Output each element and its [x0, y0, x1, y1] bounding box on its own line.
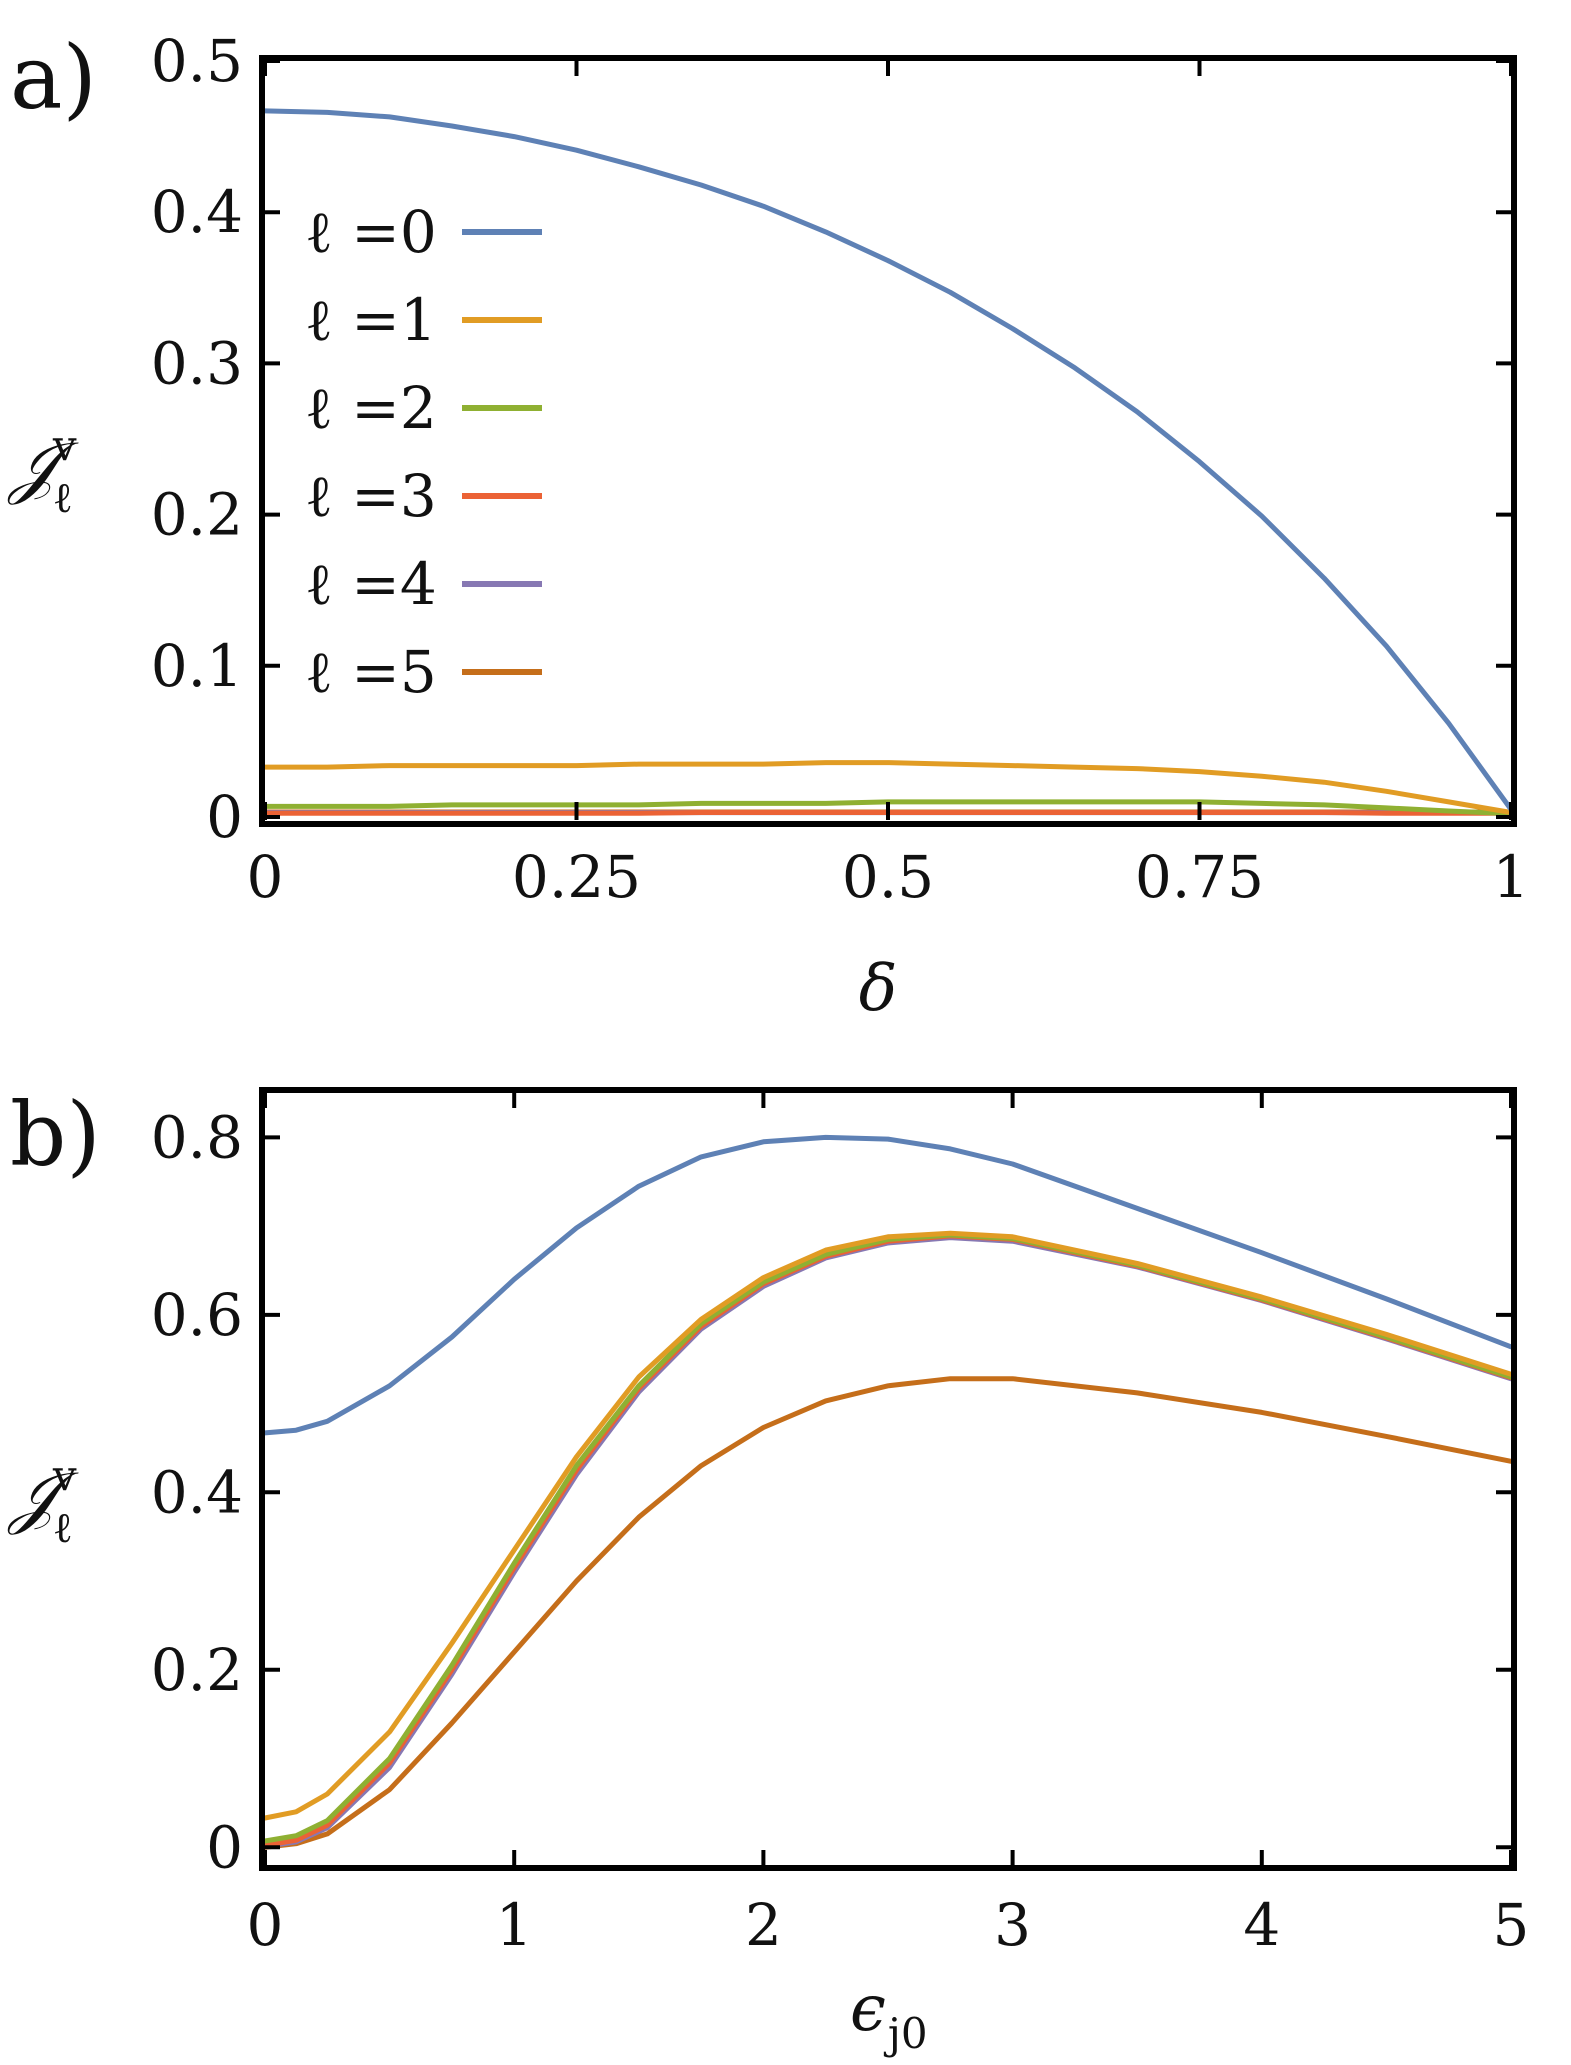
panel-b-ylabel: 𝒥v ℓ	[7, 1451, 79, 1552]
panel-b-xlabel-main: ϵ	[850, 1972, 886, 2046]
panel-a-xtick-label: 0.75	[1135, 843, 1264, 911]
panel-b-ylabel-sub: ℓ	[53, 1503, 73, 1552]
panel-a: a) 0 0.25 0.5 0.75 100.10.20.30.40.5 ℓ =0ℓ =…	[7, 26, 1529, 1026]
panel-b-ytick-label: 0.6	[151, 1281, 243, 1349]
panel-a-ytick-label: 0.1	[151, 632, 243, 700]
panel-a-ytick-label: 0.4	[151, 178, 243, 246]
panel-b-xtick-label: 3	[994, 1891, 1031, 1959]
panel-a-frame	[259, 55, 1517, 827]
panel-b-series-line-5	[262, 1376, 1514, 1850]
panel-b-xlabel-sub: j0	[883, 2009, 928, 2058]
panel-a-ticks: 0 0.25 0.5 0.75 1 0 0.1 0.2 0.3 0.4 0.5	[151, 27, 1530, 911]
panel-b-series-line-0	[262, 1134, 1514, 1436]
panel-b-xtick-label: 1	[496, 1891, 533, 1959]
panel-b-series-line-4	[262, 1235, 1514, 1849]
panel-b-ytick-label: 0.4	[151, 1458, 243, 1526]
panel-a-xtick-label: 0.5	[842, 843, 934, 911]
panel-b-frame	[259, 1087, 1517, 1871]
panel-b-xtick-label: 2	[745, 1891, 782, 1959]
panel-a-series-line-0	[262, 108, 1514, 812]
panel-a-ylabel: 𝒥v ℓ	[7, 421, 79, 522]
panel-a-xtick-label: 0.25	[512, 843, 641, 911]
panel-a-ylabel-sub: ℓ	[53, 473, 73, 522]
panel-a-series-group	[262, 108, 1514, 817]
legend-entry-label-2: ℓ =2	[305, 374, 437, 442]
panel-b-series-line-3	[262, 1233, 1514, 1848]
panel-a-label: a)	[10, 26, 97, 129]
panel-a-series-line-2	[262, 799, 1514, 817]
panel-b-xlabel: ϵj0	[850, 1972, 928, 2058]
panel-b-ticks: 0 1 2 3 4 5 0 0.2 0.4 0.6 0.8	[151, 1090, 1530, 1959]
legend-entry-label-4: ℓ =4	[305, 550, 437, 618]
panel-b-ytick-label: 0.8	[151, 1103, 243, 1171]
panel-b: b) 0 1 2 3 4 5 0 0.2 0.4 0.6 0.8 𝒥v ℓ ϵj0	[7, 1083, 1529, 2058]
panel-a-xtick-label: 1	[1493, 843, 1530, 911]
panel-b-ylabel-sup: v	[52, 1451, 77, 1500]
panel-b-ytick-label: 0	[206, 1813, 243, 1881]
legend-entry-label-3: ℓ =3	[305, 462, 437, 530]
panel-b-label: b)	[10, 1083, 101, 1186]
panel-a-ytick-label: 0	[206, 783, 243, 851]
panel-a-ytick-label: 0.2	[151, 481, 243, 549]
panel-a-legend: ℓ =0 ℓ =1 ℓ =2 ℓ =3 ℓ =4 ℓ =5	[305, 198, 542, 706]
panel-b-series-group	[262, 1134, 1514, 1850]
panel-b-series-line-1	[262, 1230, 1514, 1821]
legend-entry-label-1: ℓ =1	[305, 286, 437, 354]
panel-a-ylabel-sup: v	[52, 421, 77, 470]
panel-a-ytick-label: 0.3	[151, 329, 243, 397]
panel-a-ytick-label: 0.5	[151, 27, 243, 95]
panel-b-ytick-label: 0.2	[151, 1636, 243, 1704]
panel-b-series-line-2	[262, 1232, 1514, 1844]
legend-entry-label-0: ℓ =0	[305, 198, 437, 266]
panel-b-xtick-label: 4	[1243, 1891, 1280, 1959]
panel-a-series-line-1	[262, 760, 1514, 815]
panel-a-xtick-label: 0	[247, 843, 284, 911]
panel-b-xtick-label: 5	[1493, 1891, 1530, 1959]
panel-b-xtick-label: 0	[247, 1891, 284, 1959]
legend-entry-label-5: ℓ =5	[305, 638, 437, 706]
panel-a-xlabel: δ	[859, 952, 898, 1026]
